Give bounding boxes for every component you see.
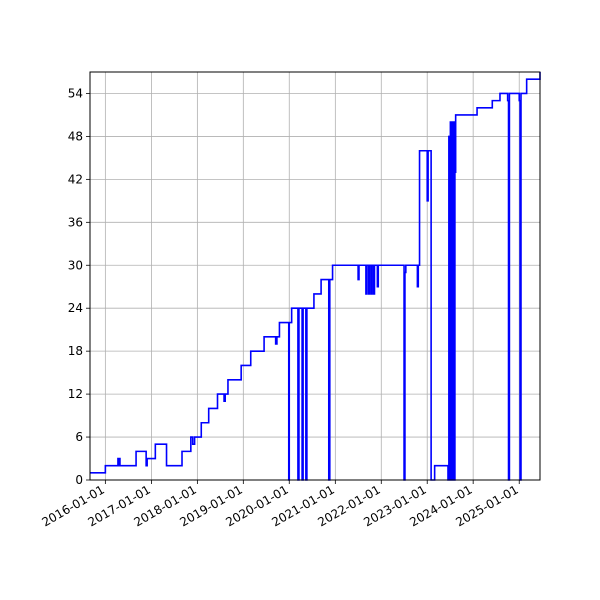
y-tick-label: 12 [68, 387, 83, 401]
y-tick-label: 54 [68, 86, 83, 100]
y-tick-label: 24 [68, 301, 83, 315]
y-tick-label: 36 [68, 215, 83, 229]
y-tick-label: 18 [68, 344, 83, 358]
y-tick-label: 48 [68, 129, 83, 143]
y-tick-label: 0 [75, 473, 83, 487]
series-line [90, 72, 541, 481]
plot-frame [89, 71, 541, 481]
series-layer [90, 72, 541, 481]
y-tick-label: 42 [68, 172, 83, 186]
y-tick-label: 6 [75, 430, 83, 444]
y-tick-label: 30 [68, 258, 83, 272]
